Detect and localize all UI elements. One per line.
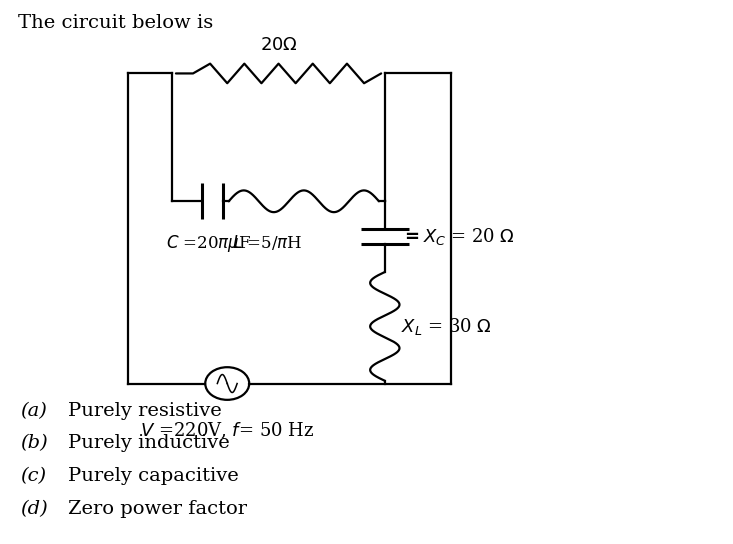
Text: (b): (b)	[21, 434, 48, 453]
Text: $X_L$ = 30 $\Omega$: $X_L$ = 30 $\Omega$	[401, 316, 492, 337]
Text: Purely inductive: Purely inductive	[68, 434, 230, 453]
Text: $L$ =5/$\pi$H: $L$ =5/$\pi$H	[232, 233, 303, 252]
Text: $\mathbf{=}X_C$ = 20 $\Omega$: $\mathbf{=}X_C$ = 20 $\Omega$	[401, 226, 515, 247]
Text: (c): (c)	[21, 467, 47, 485]
Text: (d): (d)	[21, 499, 48, 518]
Text: The circuit below is: The circuit below is	[18, 14, 213, 32]
Text: $20\Omega$: $20\Omega$	[259, 36, 298, 54]
Text: Purely resistive: Purely resistive	[68, 401, 222, 420]
Text: $C$ =20$\pi\mu$F: $C$ =20$\pi\mu$F	[166, 233, 252, 254]
Text: Purely capacitive: Purely capacitive	[68, 467, 239, 485]
Text: (a): (a)	[21, 401, 48, 420]
Text: $V$ =220V, $f$= 50 Hz: $V$ =220V, $f$= 50 Hz	[140, 421, 314, 441]
Text: Zero power factor: Zero power factor	[68, 499, 247, 518]
